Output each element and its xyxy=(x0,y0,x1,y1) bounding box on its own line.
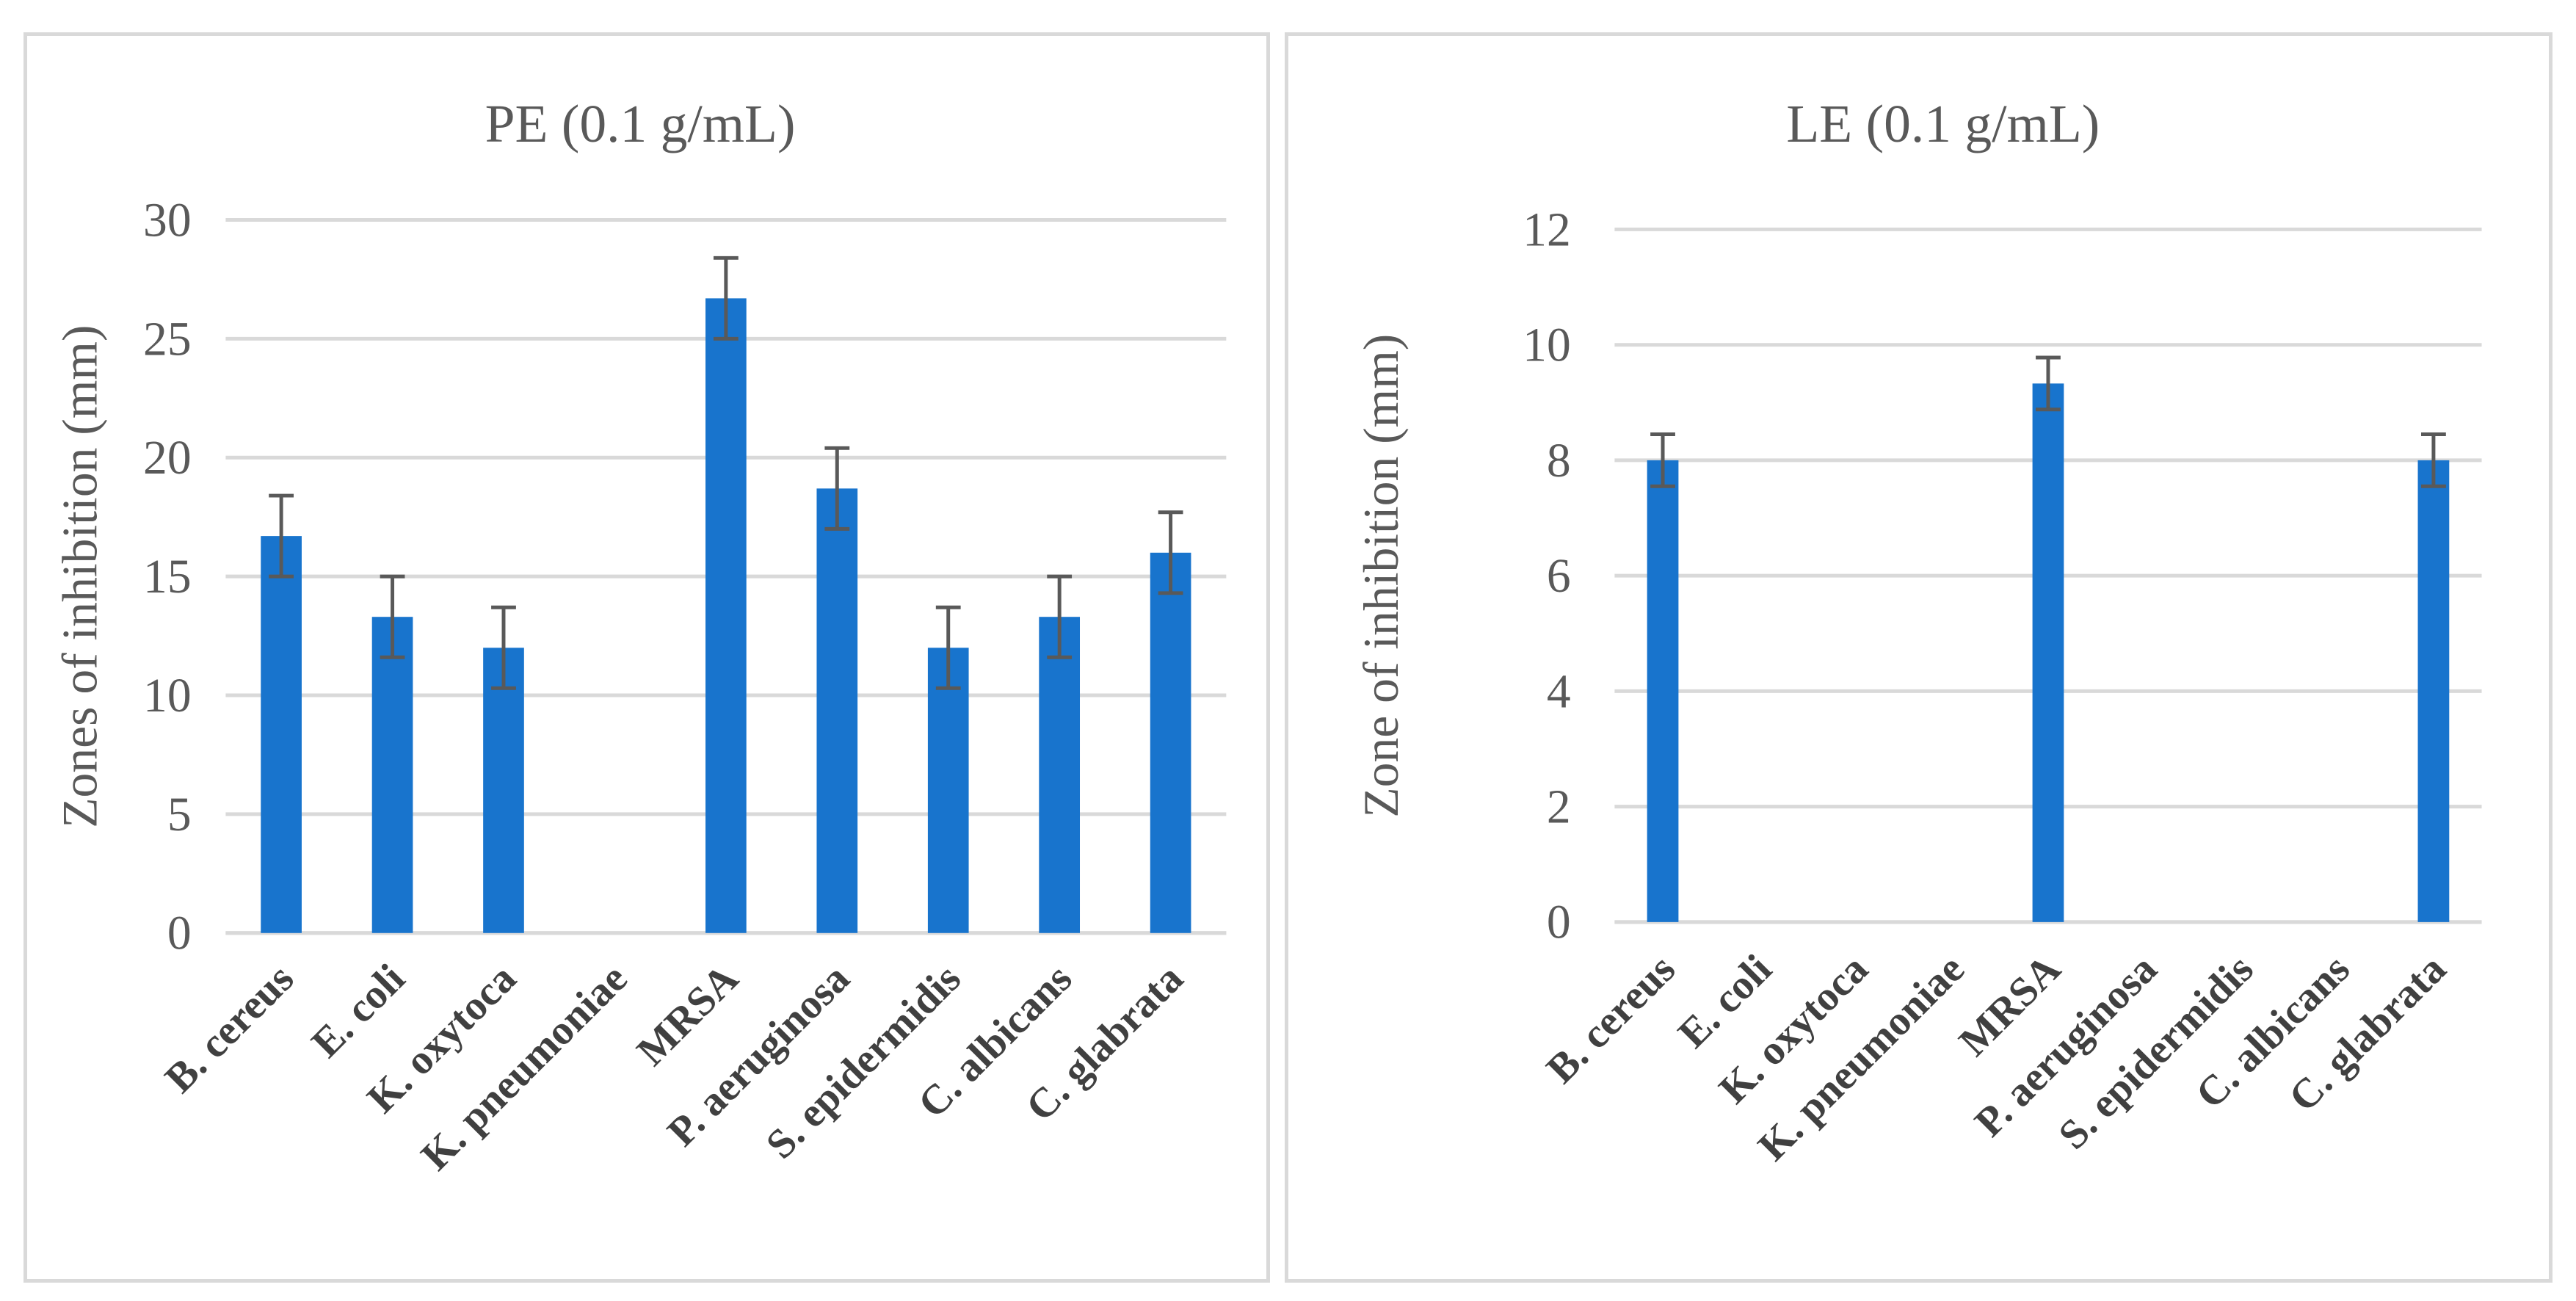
pe-error-bar xyxy=(713,256,739,341)
le-y-tick-label: 6 xyxy=(1547,550,1571,603)
pe-y-tick-label: 30 xyxy=(143,194,192,247)
pe-error-bar xyxy=(1158,510,1183,595)
le-y-tick-label: 12 xyxy=(1523,203,1571,256)
pe-chart-title: PE (0.1 g/mL) xyxy=(485,93,796,153)
pe-bar xyxy=(927,648,969,933)
chart-pe: PE (0.1 g/mL) 0 5 10 15 20 25 30 Zones of inhibi… xyxy=(52,93,1227,1179)
le-y-tick-label: 0 xyxy=(1547,896,1571,949)
pe-x-category-label: K. pneumoniae xyxy=(413,956,636,1179)
le-error-bar xyxy=(1650,432,1675,488)
pe-error-bar xyxy=(824,446,850,531)
pe-error-bar xyxy=(491,605,516,690)
pe-y-axis-label: Zones of inhibition (mm) xyxy=(52,325,107,828)
pe-bar xyxy=(483,648,524,933)
pe-bar xyxy=(1039,617,1081,933)
pe-x-category-label: E. coli xyxy=(303,956,414,1067)
chart-le: LE (0.1 g/mL) 0 2 4 6 8 10 12 Zone of inhibition… xyxy=(1354,93,2482,1170)
pe-y-tick-label: 25 xyxy=(143,313,192,366)
le-bar xyxy=(2417,460,2450,922)
le-y-axis-label: Zone of inhibition (mm) xyxy=(1354,334,1409,818)
pe-bar xyxy=(816,488,858,933)
pe-bar xyxy=(705,298,747,933)
pe-bar xyxy=(1150,552,1191,933)
le-error-bar xyxy=(2421,432,2446,488)
chart-panel-le: LE (0.1 g/mL) 0 2 4 6 8 10 12 Zone of inhibition… xyxy=(1285,32,2553,1283)
le-bar xyxy=(2032,383,2064,922)
le-y-tick-label: 2 xyxy=(1547,781,1571,834)
le-y-tick-label: 8 xyxy=(1547,435,1571,488)
le-x-category-label: B. cereus xyxy=(1538,946,1684,1092)
le-chart-title: LE (0.1 g/mL) xyxy=(1786,93,2100,153)
pe-error-bar xyxy=(269,493,294,579)
chart-panel-pe: PE (0.1 g/mL) 0 5 10 15 20 25 30 Zones of inhibi… xyxy=(23,32,1270,1283)
pe-x-category-label: B. cereus xyxy=(156,956,302,1102)
pe-y-tick-label: 20 xyxy=(143,432,192,485)
pe-bar xyxy=(371,617,413,933)
pe-y-tick-label: 0 xyxy=(167,907,192,960)
pe-y-tick-label: 5 xyxy=(167,789,192,841)
pe-error-bar xyxy=(935,605,961,690)
pe-y-tick-label: 15 xyxy=(143,551,192,604)
pe-bar xyxy=(261,536,302,933)
le-error-bar xyxy=(2036,355,2061,412)
le-y-tick-label: 4 xyxy=(1547,665,1571,718)
pe-error-bar xyxy=(1047,574,1073,659)
pe-y-tick-label: 10 xyxy=(143,670,192,722)
pe-x-category-label: S. epidermidis xyxy=(758,956,970,1168)
le-y-tick-label: 10 xyxy=(1523,319,1571,372)
pe-error-bar xyxy=(380,574,405,659)
le-bar xyxy=(1647,460,1679,922)
